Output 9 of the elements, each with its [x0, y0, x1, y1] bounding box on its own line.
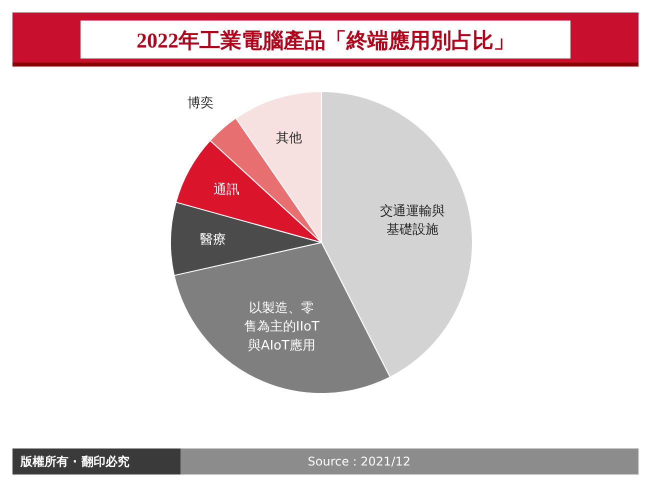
slice-label: 博奕 — [188, 96, 214, 112]
chart-title: 2022年工業電腦產品「終端應用別占比」 — [136, 28, 514, 52]
slice-label: 通訊 — [213, 182, 240, 198]
text: 版權所有 · 翻印必究 — [20, 454, 130, 468]
source-note: Source : 2021/12 — [308, 454, 411, 468]
slice-label: 以製造、零售為主的IIoT與AIoT應用 — [244, 300, 320, 354]
slice-label: 交通運輸與基礎設施 — [380, 202, 446, 238]
slice-label: 其他 — [276, 131, 302, 146]
slice-label: 醫療 — [200, 232, 226, 248]
